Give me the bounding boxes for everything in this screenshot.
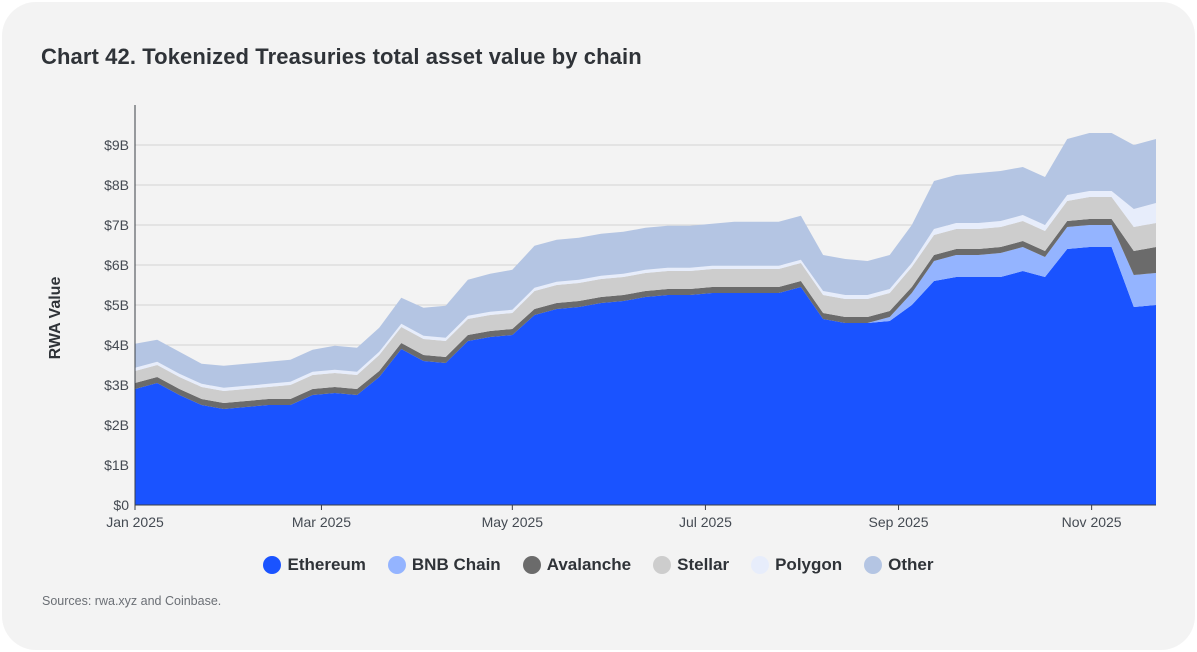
y-tick-label: $3B [104,377,129,393]
legend-label: Other [888,555,934,574]
legend-swatch [263,556,282,574]
legend: Ethereum BNB Chain Avalanche Stellar Polygon… [0,555,1197,575]
y-tick-label: $0 [113,497,129,513]
chart-title: Chart 42. Tokenized Treasuries total ass… [41,44,642,69]
legend-label: Stellar [677,555,730,574]
legend-swatch [751,556,770,574]
legend-label: Ethereum [287,555,366,574]
legend-item-polygon: Polygon [751,555,842,575]
y-tick-label: $2B [104,417,129,433]
area-stellar [135,197,1156,403]
y-tick-label: $5B [104,297,129,313]
y-tick-label: $8B [104,177,129,193]
source-note: Sources: rwa.xyz and Coinbase. [42,594,222,608]
y-axis-label: RWA Value [47,277,64,360]
legend-item-bnb-chain: BNB Chain [387,555,501,575]
x-tick-label: May 2025 [482,514,544,530]
y-tick-label: $7B [104,217,129,233]
legend-swatch [653,556,672,574]
stacked-areas [135,133,1156,505]
legend-swatch [522,556,541,574]
y-tick-label: $9B [104,137,129,153]
legend-label: Polygon [775,555,843,574]
area-avalanche [135,219,1156,409]
x-tick-label: Mar 2025 [292,514,351,530]
area-other [135,133,1156,388]
x-tick-label: Nov 2025 [1062,514,1122,530]
legend-item-avalanche: Avalanche [522,555,632,575]
y-tick-label: $4B [104,337,129,353]
axes: Jan 2025 Mar 2025 May 2025 Jul 2025 Sep 2025… [106,105,1156,530]
y-tick-label: $6B [104,257,129,273]
area-ethereum [135,247,1156,505]
legend-item-ethereum: Ethereum [263,555,366,575]
y-tick-label: $1B [104,457,129,473]
legend-label: Avalanche [546,555,632,574]
x-tick-label: Jul 2025 [679,514,732,530]
legend-swatch [864,556,883,574]
x-tick-label: Sep 2025 [869,514,929,530]
legend-item-other: Other [864,555,934,575]
legend-item-stellar: Stellar [653,555,729,575]
x-tick-label: Jan 2025 [106,514,164,530]
legend-swatch [387,556,406,574]
area-polygon [135,191,1156,391]
legend-label: BNB Chain [411,555,501,574]
